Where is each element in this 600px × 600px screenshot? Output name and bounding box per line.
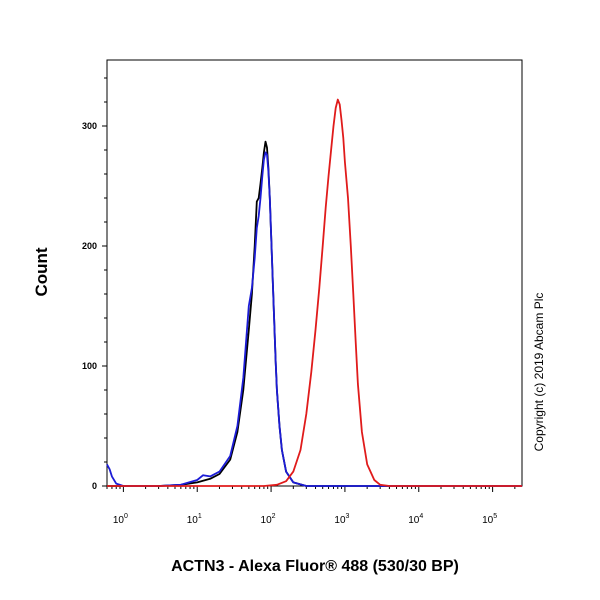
x-tick-label: 102 <box>261 513 276 526</box>
y-axis: 0 100 200 300 <box>82 77 107 491</box>
x-tick-label: 100 <box>113 513 128 526</box>
copyright-annotation: Copyright (c) 2019 Abcam Plc <box>532 293 546 452</box>
series-line-0 <box>107 140 522 487</box>
x-tick-label: 104 <box>408 513 423 526</box>
x-tick-label: 101 <box>187 513 202 526</box>
x-axis-title: ACTN3 - Alexa Fluor® 488 (530/30 BP) <box>171 558 459 575</box>
y-axis-title: Count <box>32 247 51 296</box>
series-line-2 <box>107 98 522 487</box>
x-tick-label: 105 <box>482 513 497 526</box>
y-tick-label: 0 <box>92 481 97 491</box>
y-tick-label: 200 <box>82 241 97 251</box>
x-axis: 100 101 102 103 104 105 <box>106 486 516 526</box>
x-tick-label: 103 <box>334 513 349 526</box>
y-tick-label: 300 <box>82 121 97 131</box>
plot-frame <box>106 59 523 487</box>
y-tick-label: 100 <box>82 361 97 371</box>
series-line-1 <box>106 151 522 487</box>
series-layer <box>106 98 522 487</box>
